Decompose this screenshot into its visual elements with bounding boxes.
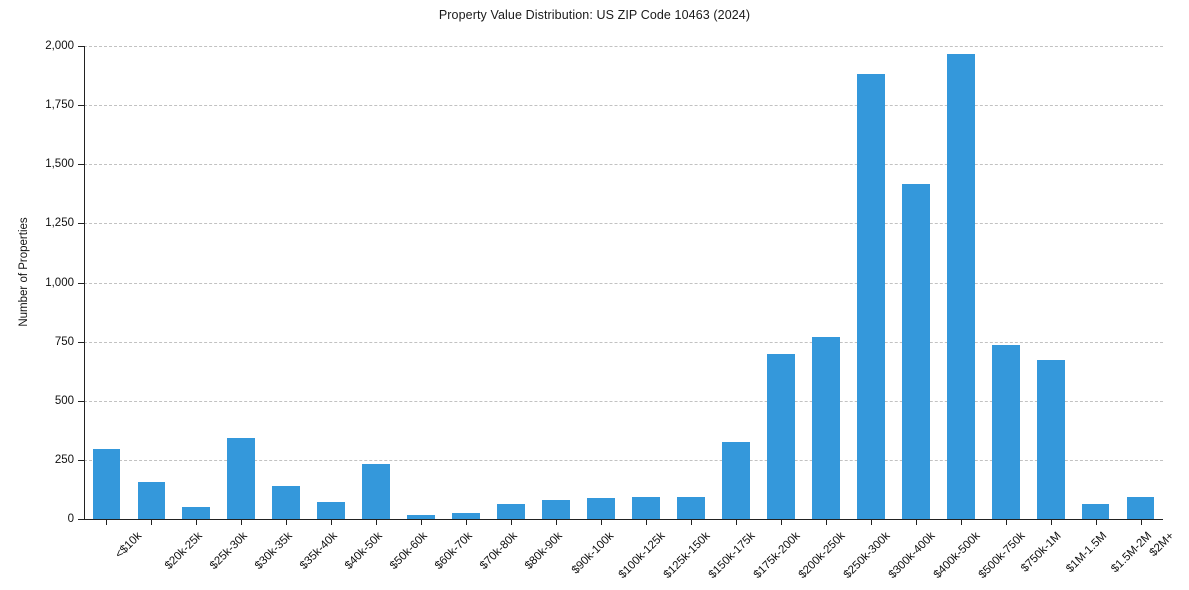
x-axis-label: $150k-175k: [706, 530, 758, 581]
x-axis-label: $1.5M-2M: [1108, 530, 1154, 576]
x-axis-tick: [960, 519, 962, 525]
bar: [901, 184, 930, 519]
x-axis-label: $300k-400k: [886, 530, 938, 581]
x-axis-tick: [1140, 519, 1142, 525]
x-axis-label: $50k-60k: [388, 530, 431, 572]
bar: [497, 504, 526, 519]
x-axis-tick: [331, 519, 333, 525]
bar: [587, 497, 615, 519]
y-axis-tick: [78, 459, 84, 461]
x-axis-tick: [1095, 519, 1097, 525]
x-axis-tick: [690, 519, 692, 525]
x-axis-tick: [376, 519, 378, 525]
y-axis-label: 2,000: [45, 40, 74, 52]
x-axis-label: $25k-30k: [208, 530, 251, 572]
chart-title: Property Value Distribution: US ZIP Code…: [438, 8, 751, 22]
x-axis-label: $500k-750k: [976, 530, 1028, 581]
bar: [721, 442, 750, 519]
x-axis-label: <$10k: [113, 530, 145, 561]
y-axis-label: 1,250: [45, 217, 74, 230]
bar: [1126, 497, 1155, 519]
y-axis-spine: [84, 46, 85, 519]
x-axis-label: $400k-500k: [931, 530, 983, 581]
x-axis-tick: [286, 519, 288, 525]
x-axis-tick: [645, 519, 647, 525]
y-axis-tick: [78, 105, 84, 107]
y-axis-tick: [78, 46, 84, 47]
x-axis-label: $1M-1.5M: [1063, 530, 1109, 576]
bars-layer: [84, 46, 1163, 519]
x-axis-tick: [870, 519, 872, 525]
bar: [92, 448, 121, 519]
x-axis-tick: [241, 519, 243, 525]
x-axis-tick: [511, 519, 513, 525]
plot-area: [84, 46, 1163, 519]
bar: [1036, 359, 1065, 519]
x-axis-tick: [466, 519, 468, 525]
x-axis-label: $2M+: [1147, 530, 1177, 560]
x-axis-tick: [735, 519, 737, 525]
bar: [452, 512, 481, 519]
bar: [811, 336, 840, 519]
y-axis-tick: [78, 223, 84, 225]
bar: [677, 496, 705, 519]
x-axis-label: $175k-200k: [751, 530, 803, 581]
y-axis-tick: [78, 519, 84, 520]
y-axis-label: 0: [67, 513, 74, 525]
x-axis-label: $250k-300k: [841, 530, 893, 581]
y-axis-tick: [78, 164, 84, 166]
x-axis-label: $80k-90k: [522, 530, 565, 572]
bar: [137, 481, 166, 519]
y-axis-label: 1,750: [45, 99, 74, 112]
bar: [946, 53, 975, 519]
bar: [407, 514, 436, 519]
x-axis-label: $40k-50k: [343, 530, 386, 572]
x-axis-label: $100k-125k: [616, 530, 668, 581]
x-axis-label: $20k-25k: [163, 530, 206, 572]
bar: [182, 507, 211, 519]
y-axis-label: 250: [54, 453, 74, 466]
y-axis-label: 500: [54, 394, 74, 407]
bar: [1081, 503, 1110, 519]
x-axis-tick: [915, 519, 917, 525]
x-axis-tick: [556, 519, 558, 525]
bar: [317, 501, 346, 519]
y-axis-label: 1,500: [45, 158, 74, 171]
bar: [227, 438, 256, 519]
x-axis-tick: [151, 519, 153, 525]
bar: [632, 496, 660, 519]
x-axis-label: $35k-40k: [298, 530, 341, 572]
x-axis-tick: [1005, 519, 1007, 525]
x-axis-spine: [84, 519, 1163, 520]
x-axis-label: $90k-100k: [569, 530, 617, 577]
x-axis-label: $70k-80k: [477, 530, 520, 572]
bar: [856, 74, 885, 519]
x-axis-tick: [106, 519, 108, 525]
x-axis-label: $60k-70k: [433, 530, 475, 572]
x-axis-tick: [601, 519, 603, 525]
bar: [542, 500, 570, 519]
x-axis-tick: [1050, 519, 1052, 525]
x-axis-tick: [421, 519, 423, 525]
bar: [766, 354, 795, 519]
y-axis-tick: [78, 282, 84, 284]
y-axis-tick: [78, 400, 84, 402]
x-axis-tick: [825, 519, 827, 525]
x-axis-label: $200k-250k: [796, 530, 848, 581]
x-axis-tick: [780, 519, 782, 525]
x-axis-label: $30k-35k: [253, 530, 296, 572]
bar: [991, 345, 1020, 519]
bar: [272, 486, 301, 519]
y-axis-label: 1,000: [45, 276, 74, 289]
y-axis-tick: [78, 341, 84, 343]
bar: [362, 463, 391, 519]
x-axis-label: $125k-150k: [661, 530, 713, 581]
x-axis-tick: [196, 519, 198, 525]
y-axis-label: 750: [54, 335, 74, 348]
